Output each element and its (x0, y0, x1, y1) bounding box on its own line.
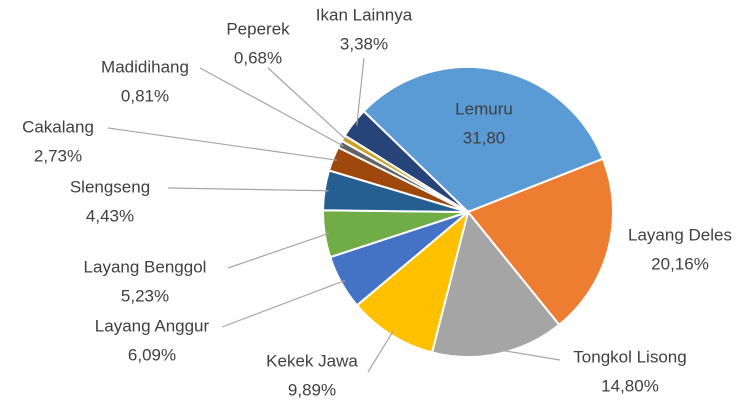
data-label-name: Slengseng (70, 177, 150, 196)
data-label-name: Lemuru (455, 99, 513, 118)
leader-line (167, 187, 329, 192)
leader-line (227, 232, 329, 269)
leader-line (221, 280, 346, 328)
data-label-name: Tongkol Lisong (573, 347, 686, 366)
leader-line (497, 349, 561, 361)
data-label-name: Layang Benggol (84, 257, 207, 276)
data-label-name: Ikan Lainnya (316, 5, 413, 24)
data-label-value: 0,81% (121, 86, 169, 105)
data-label-value: 5,23% (121, 286, 169, 305)
data-label-value: 20,16% (651, 254, 709, 273)
data-label-name: Madidihang (101, 57, 189, 76)
leader-line (107, 127, 337, 161)
data-label-value: 14,80% (601, 376, 659, 395)
pie-slice (430, 209, 561, 358)
data-label-value: 6,09% (128, 345, 176, 364)
data-label-name: Cakalang (22, 117, 94, 136)
data-label-name: Kekek Jawa (266, 351, 358, 370)
leader-line (367, 331, 394, 373)
leader-line (267, 67, 348, 141)
leader-line (199, 67, 344, 147)
data-label-value: 3,38% (340, 34, 388, 53)
data-label-value: 31,80 (463, 128, 506, 147)
data-label-name: Peperek (226, 19, 290, 38)
leader-line (356, 57, 365, 126)
pie-slice (466, 157, 614, 327)
pie-slice (362, 66, 605, 214)
data-label-name: Layang Anggur (95, 316, 210, 335)
pie-slice (343, 109, 469, 213)
data-label-value: 9,89% (288, 380, 336, 399)
data-label-value: 0,68% (234, 48, 282, 67)
data-label-value: 4,43% (86, 206, 134, 225)
data-label-value: 2,73% (34, 146, 82, 165)
data-label-name: Layang Deles (628, 225, 732, 244)
